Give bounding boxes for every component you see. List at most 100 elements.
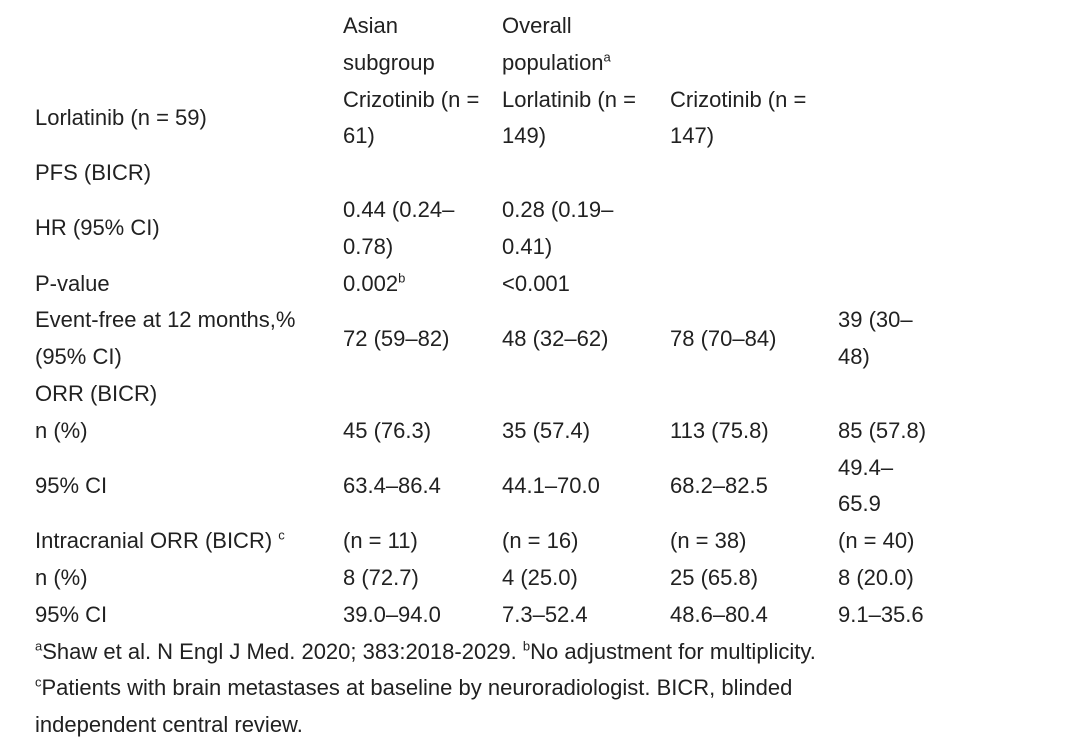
footnote-text-b: No adjustment for multiplicity. bbox=[530, 638, 816, 664]
data-cell: (n = 11) bbox=[343, 523, 502, 560]
cell-text: n (%) bbox=[35, 564, 88, 590]
data-cell: 48 (32–62) bbox=[502, 302, 670, 376]
cell-text: 95% CI bbox=[35, 601, 108, 627]
cell-text: (n = 38) bbox=[670, 528, 747, 554]
cell-text: <0.001 bbox=[502, 270, 570, 296]
data-cell: (n = 38) bbox=[670, 523, 838, 560]
cell-text: HR (95% CI) bbox=[35, 215, 160, 241]
data-cell: 39.0–94.0 bbox=[343, 597, 502, 634]
cell-text: 48 (32–62) bbox=[502, 325, 609, 351]
cell-text: (n = 11) bbox=[343, 528, 418, 554]
cell-text: PFS (BICR) bbox=[35, 160, 152, 186]
row-label-cell: n (%) bbox=[35, 413, 343, 450]
cell-text: Asian subgroup bbox=[343, 13, 435, 75]
cell-text: 45 (76.3) bbox=[343, 417, 432, 443]
row-hazard-ratio: HR (95% CI) 0.44 (0.24– 0.78) 0.28 (0.19… bbox=[35, 192, 935, 266]
cell-text: Crizotinib (n = 61) bbox=[343, 86, 480, 149]
footnote-text-c: Patients with brain metastases at baseli… bbox=[35, 675, 793, 738]
data-cell: (n = 16) bbox=[502, 523, 670, 560]
cell-text: 63.4–86.4 bbox=[343, 472, 441, 498]
cell-text: n (%) bbox=[35, 417, 88, 443]
page-content: Asian subgroup Overall populationa Lorla… bbox=[35, 8, 935, 744]
header-row-groups: Asian subgroup Overall populationa bbox=[35, 8, 935, 82]
data-cell: 48.6–80.4 bbox=[670, 597, 838, 634]
data-cell: <0.001 bbox=[502, 266, 670, 303]
cell-sup: c bbox=[278, 527, 285, 543]
row-ic-95-ci: 95% CI 39.0–94.0 7.3–52.4 48.6–80.4 9.1–… bbox=[35, 597, 935, 634]
cell-text: Lorlatinib (n = 59) bbox=[35, 104, 207, 130]
data-cell: 85 (57.8) bbox=[838, 413, 935, 450]
row-intracranial-orr-bicr: Intracranial ORR (BICR) c (n = 11) (n = … bbox=[35, 523, 935, 560]
row-orr-bicr: ORR (BICR) bbox=[35, 376, 935, 413]
data-cell: 0.44 (0.24– 0.78) bbox=[343, 192, 502, 266]
cell-text: 39.0–94.0 bbox=[343, 601, 441, 627]
data-cell bbox=[838, 266, 935, 303]
arm-header-cell-crizotinib-147: Crizotinib (n = 147) bbox=[670, 82, 838, 156]
group-header-cell-overall-population: Overall populationa bbox=[502, 8, 670, 82]
cell-text: Crizotinib (n = 147) bbox=[670, 86, 807, 149]
cell-text: 39 (30– 48) bbox=[838, 307, 913, 370]
data-cell: 68.2–82.5 bbox=[670, 450, 838, 524]
cell-text: 9.1–35.6 bbox=[838, 601, 924, 627]
cell-text: P-value bbox=[35, 270, 110, 296]
cell-text: 48.6–80.4 bbox=[670, 601, 768, 627]
row-p-value: P-value 0.002b <0.001 bbox=[35, 266, 935, 303]
cell-text: 7.3–52.4 bbox=[502, 601, 588, 627]
row-label-cell: ORR (BICR) bbox=[35, 376, 343, 413]
efficacy-results-table: Asian subgroup Overall populationa Lorla… bbox=[35, 8, 935, 634]
data-cell: 78 (70–84) bbox=[670, 302, 838, 376]
data-cell: 8 (20.0) bbox=[838, 560, 935, 597]
data-cell bbox=[502, 155, 670, 192]
cell-text: 44.1–70.0 bbox=[502, 472, 600, 498]
cell-text: 95% CI bbox=[35, 472, 108, 498]
cell-text: Intracranial ORR (BICR) bbox=[35, 528, 279, 554]
cell-text: 113 (75.8) bbox=[670, 417, 769, 443]
data-cell: 4 (25.0) bbox=[502, 560, 670, 597]
cell-text: Event-free at 12 months,% (95% CI) bbox=[35, 307, 296, 370]
cell-text: 85 (57.8) bbox=[838, 417, 927, 443]
data-cell bbox=[838, 155, 935, 192]
cell-text: 25 (65.8) bbox=[670, 564, 759, 590]
data-cell: 7.3–52.4 bbox=[502, 597, 670, 634]
arm-header-cell-lorlatinib-59: Lorlatinib (n = 59) bbox=[35, 82, 343, 156]
cell-text: 49.4– 65.9 bbox=[838, 454, 894, 517]
row-label-cell: P-value bbox=[35, 266, 343, 303]
data-cell bbox=[670, 376, 838, 413]
cell-text: (n = 40) bbox=[838, 528, 915, 554]
group-header-cell bbox=[35, 8, 343, 82]
cell-text: 78 (70–84) bbox=[670, 325, 777, 351]
group-header-cell bbox=[838, 8, 935, 82]
data-cell: 63.4–86.4 bbox=[343, 450, 502, 524]
data-cell: 45 (76.3) bbox=[343, 413, 502, 450]
cell-text: 0.28 (0.19– 0.41) bbox=[502, 196, 614, 259]
cell-text: Overall population bbox=[502, 13, 604, 75]
row-label-cell: PFS (BICR) bbox=[35, 155, 343, 192]
data-cell: 25 (65.8) bbox=[670, 560, 838, 597]
table-footnotes: aShaw et al. N Engl J Med. 2020; 383:201… bbox=[35, 634, 895, 744]
cell-text: 0.002 bbox=[343, 270, 399, 296]
footnote-text-a: Shaw et al. N Engl J Med. 2020; 383:2018… bbox=[42, 638, 523, 664]
cell-text: 8 (20.0) bbox=[838, 564, 914, 590]
data-cell: 44.1–70.0 bbox=[502, 450, 670, 524]
row-pfs-bicr: PFS (BICR) bbox=[35, 155, 935, 192]
data-cell bbox=[838, 192, 935, 266]
row-ic-n-percent: n (%) 8 (72.7) 4 (25.0) 25 (65.8) 8 (20.… bbox=[35, 560, 935, 597]
group-header-cell-asian-subgroup: Asian subgroup bbox=[343, 8, 502, 82]
data-cell: (n = 40) bbox=[838, 523, 935, 560]
row-label-cell: Intracranial ORR (BICR) c bbox=[35, 523, 343, 560]
footnote-sup-c: c bbox=[35, 675, 42, 691]
row-label-cell: Event-free at 12 months,% (95% CI) bbox=[35, 302, 343, 376]
row-event-free-12-months: Event-free at 12 months,% (95% CI) 72 (5… bbox=[35, 302, 935, 376]
data-cell bbox=[670, 155, 838, 192]
cell-text: (n = 16) bbox=[502, 528, 579, 554]
header-row-arms: Lorlatinib (n = 59) Crizotinib (n = 61) … bbox=[35, 82, 935, 156]
cell-text: ORR (BICR) bbox=[35, 380, 158, 406]
data-cell: 72 (59–82) bbox=[343, 302, 502, 376]
data-cell bbox=[343, 376, 502, 413]
data-cell: 35 (57.4) bbox=[502, 413, 670, 450]
cell-text: 0.44 (0.24– 0.78) bbox=[343, 196, 455, 259]
row-orr-n-percent: n (%) 45 (76.3) 35 (57.4) 113 (75.8) 85 … bbox=[35, 413, 935, 450]
arm-header-cell-crizotinib-61: Crizotinib (n = 61) bbox=[343, 82, 502, 156]
arm-header-cell-lorlatinib-149: Lorlatinib (n = 149) bbox=[502, 82, 670, 156]
data-cell bbox=[502, 376, 670, 413]
